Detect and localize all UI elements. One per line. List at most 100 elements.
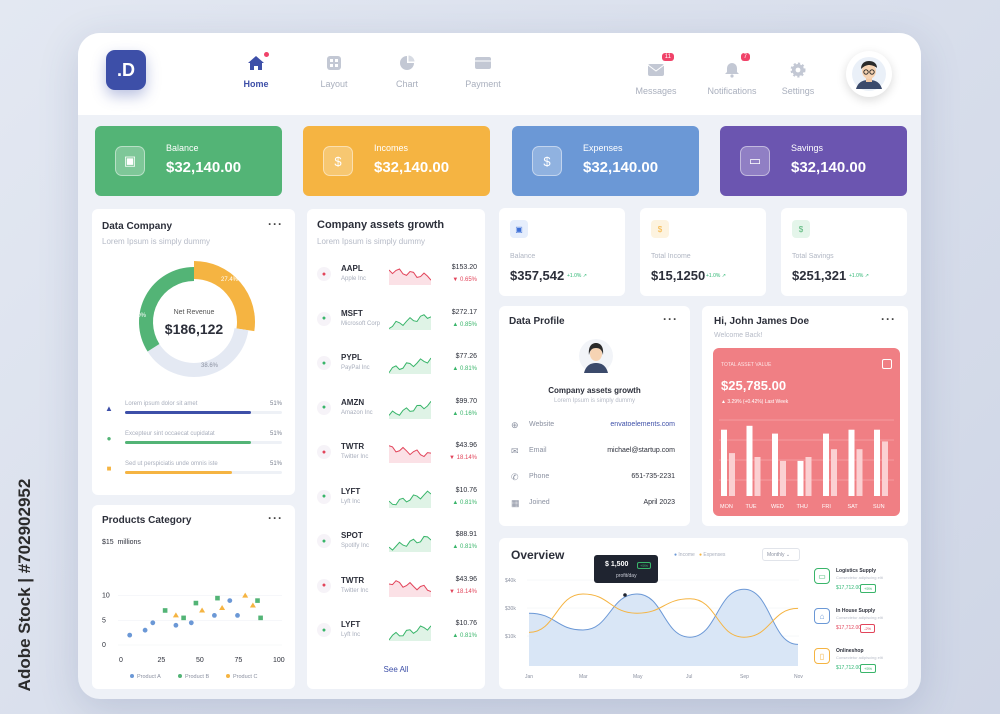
x-tick: Jul [686,674,692,680]
twitter-icon: ● [317,578,331,593]
nav-payment[interactable]: Payment [448,53,518,89]
asset-price: $153.20 [451,264,477,271]
scatter-point [127,632,133,638]
donut-label: 38.6% [201,363,219,369]
stat-value: $32,140.00 [791,159,867,176]
supply-item[interactable]: ▭ Logistics Supply Consectetur adipiscing … [814,568,894,608]
nav-notifications[interactable]: 7 Notifications [697,53,767,96]
supply-item[interactable]: ⌂ In House Supply Consectetur adipiscing e… [814,608,894,648]
asset-row[interactable]: ● AAPL Apple Inc $153.20 ▼ 0.65% [317,261,477,305]
period-select[interactable]: Monthly ⌄ [762,548,800,561]
user-avatar[interactable] [846,51,892,97]
stat-card-savings[interactable]: ▭ Savings $32,140.00 [720,126,907,196]
scatter-point [242,592,249,598]
asset-change: ▲ 0.85% [452,322,477,328]
y-tick: $10k [505,634,516,640]
day-label: SAT [848,504,859,510]
supply-sub: Consectetur adipiscing elit [836,615,883,620]
card-icon: ▭ [740,146,770,176]
bar [874,429,880,496]
supply-item[interactable]: ▯ Onlineshop Consectetur adipiscing elit $1… [814,648,894,688]
asset-row[interactable]: ● TWTR Twitter Inc $43.96 ▼ 18.14% [317,573,477,617]
donut-chart: 27.4% 38.6% 40% [134,261,255,377]
legend-item: Product B [185,674,209,680]
more-options-icon[interactable]: ··· [881,312,896,326]
more-options-icon[interactable]: ··· [268,217,283,231]
scatter-point [212,613,217,618]
logo[interactable]: .D [106,50,146,90]
pie-chart-icon [400,55,415,70]
nav-chart[interactable]: Chart [372,53,442,89]
asset-change-value: 18.14% [456,588,477,595]
tooltip-badge: +5% [637,562,652,569]
asset-row[interactable]: ● LYFT Lyft Inc $10.76 ▲ 0.81% [317,484,477,528]
sparkline [389,579,431,597]
asset-row[interactable]: ● LYFT Lyft Inc $10.76 ▲ 0.81% [317,617,477,661]
y-tick: 5 [102,617,106,624]
legend-row: ● Excepteur sint occaecat cupidatat 51% [102,431,282,451]
asset-row[interactable]: ● TWTR Twitter Inc $43.96 ▼ 18.14% [317,439,477,483]
asset-row[interactable]: ● SPOT Spotify Inc $88.91 ▲ 0.81% [317,528,477,572]
truck-icon: ▭ [814,568,830,584]
card-title: Data Profile [509,316,565,327]
card-subtitle: Lorem Ipsum is simply dummy [317,237,426,246]
card-title: Products Category [102,515,192,526]
asset-row[interactable]: ● PYPL PayPal Inc $77.26 ▲ 0.81% [317,350,477,394]
asset-row[interactable]: ● AMZN Amazon Inc $99.70 ▲ 0.16% [317,395,477,439]
stat-label: Savings [791,143,824,153]
stat-card-incomes[interactable]: $ Incomes $32,140.00 [303,126,490,196]
nav-layout[interactable]: Layout [299,53,369,89]
sparkline [389,357,431,374]
stat-label: Expenses [583,143,623,153]
bar [882,441,888,496]
x-tick: 75 [235,657,243,664]
spotify-icon: ● [317,534,331,548]
y-tick: 10 [102,593,110,600]
bell-icon [725,63,739,78]
nav-messages[interactable]: 11 Messages [621,53,691,96]
profile-label: Joined [529,499,550,506]
stat-card-expenses[interactable]: $ Expenses $32,140.00 [512,126,699,196]
see-all-link[interactable]: See All [383,665,409,674]
card-title: Data Company [102,221,173,232]
more-options-icon[interactable]: ··· [663,312,678,326]
gear-icon [790,62,806,78]
sparkline [389,268,431,285]
book-icon: ■ [106,463,112,473]
asset-company: Lyft Inc [341,498,361,505]
stat-card-balance[interactable]: ▣ Balance $32,140.00 [95,126,282,196]
bar [754,457,761,496]
nav-settings[interactable]: Settings [763,60,833,96]
nav-home[interactable]: Home [221,52,291,89]
supply-badge: +5% [860,664,877,673]
profile-value[interactable]: envatoelements.com [610,421,675,428]
stat-label: Incomes [374,143,409,153]
scatter-point [227,598,233,603]
small-stat-percent: +1.0% ↗ [567,273,587,279]
scatter-point [150,620,156,626]
data-profile-card: Data Profile ··· Company assets growth L… [499,306,690,526]
dashboard-window: .D Home Layout Chart Payment 11 Messages… [78,33,921,699]
legend-income: Income [678,552,695,558]
house-icon: ⌂ [814,608,830,624]
donut-slice [193,261,255,332]
legend-text: Excepteur sint occaecat cupidatat [125,431,215,437]
legend-expenses: Expenses [703,552,726,558]
bar [772,433,778,496]
arrow-up-icon: ▲ [452,410,459,417]
asset-change: ▲ 0.81% [452,366,477,372]
asset-row[interactable]: ● MSFT Microsoft Corp $272.17 ▲ 0.85% [317,306,477,350]
asset-change-value: 0.81% [459,633,477,639]
asset-change: ▲ 0.81% [452,544,477,550]
y-tick: 0 [102,642,106,649]
lock-icon: ▲ [105,403,113,413]
bar [721,429,727,496]
bar [797,460,804,496]
more-options-icon[interactable]: ··· [268,511,283,525]
coin-icon: $ [323,146,353,176]
scatter-point [235,613,240,618]
total-asset-value: $25,785.00 [721,378,787,393]
chart-icon[interactable] [882,359,892,369]
donut-label: 27.4% [221,277,239,283]
supply-sub: Consectetur adipiscing elit [836,575,883,580]
